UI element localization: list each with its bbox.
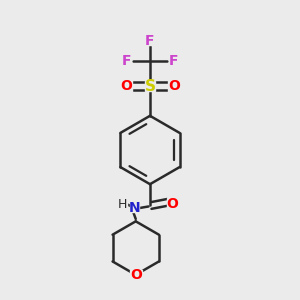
- Bar: [169, 56, 178, 66]
- Bar: [168, 80, 179, 92]
- Text: O: O: [130, 268, 142, 282]
- Text: F: F: [145, 34, 155, 48]
- Bar: [130, 270, 142, 280]
- Text: S: S: [145, 79, 155, 94]
- Bar: [130, 203, 139, 212]
- Bar: [145, 81, 155, 91]
- Bar: [167, 198, 178, 209]
- Bar: [122, 56, 131, 66]
- Text: O: O: [120, 79, 132, 93]
- Text: H: H: [118, 198, 127, 211]
- Bar: [118, 200, 127, 208]
- Text: O: O: [168, 79, 180, 93]
- Text: F: F: [168, 54, 178, 68]
- Bar: [121, 80, 132, 92]
- Bar: [146, 36, 154, 45]
- Text: O: O: [167, 196, 178, 211]
- Text: F: F: [122, 54, 132, 68]
- Text: N: N: [129, 201, 140, 215]
